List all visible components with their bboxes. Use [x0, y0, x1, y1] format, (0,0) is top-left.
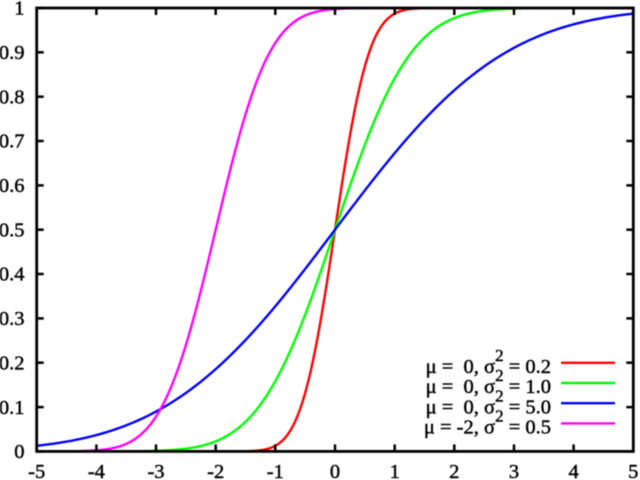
svg-text:3: 3	[509, 461, 519, 480]
svg-text:0.1: 0.1	[0, 397, 25, 419]
svg-text:2: 2	[449, 461, 459, 480]
svg-text:0.3: 0.3	[0, 308, 25, 330]
svg-text:0: 0	[14, 441, 24, 463]
svg-text:0: 0	[330, 461, 340, 480]
svg-text:0.6: 0.6	[0, 175, 25, 197]
svg-text:5: 5	[628, 461, 638, 480]
svg-text:1: 1	[390, 461, 400, 480]
svg-text:0.9: 0.9	[0, 42, 25, 64]
svg-text:-5: -5	[28, 461, 45, 480]
svg-text:0.5: 0.5	[0, 219, 25, 241]
svg-text:-1: -1	[267, 461, 284, 480]
svg-text:0.4: 0.4	[0, 264, 25, 286]
svg-text:1: 1	[14, 0, 24, 20]
svg-text:0.2: 0.2	[0, 352, 25, 374]
svg-text:4: 4	[568, 461, 578, 480]
svg-text:0.7: 0.7	[0, 131, 25, 153]
svg-text:0.8: 0.8	[0, 86, 25, 108]
svg-text:-4: -4	[88, 461, 105, 480]
svg-text:-3: -3	[147, 461, 164, 480]
svg-text:-2: -2	[207, 461, 224, 480]
